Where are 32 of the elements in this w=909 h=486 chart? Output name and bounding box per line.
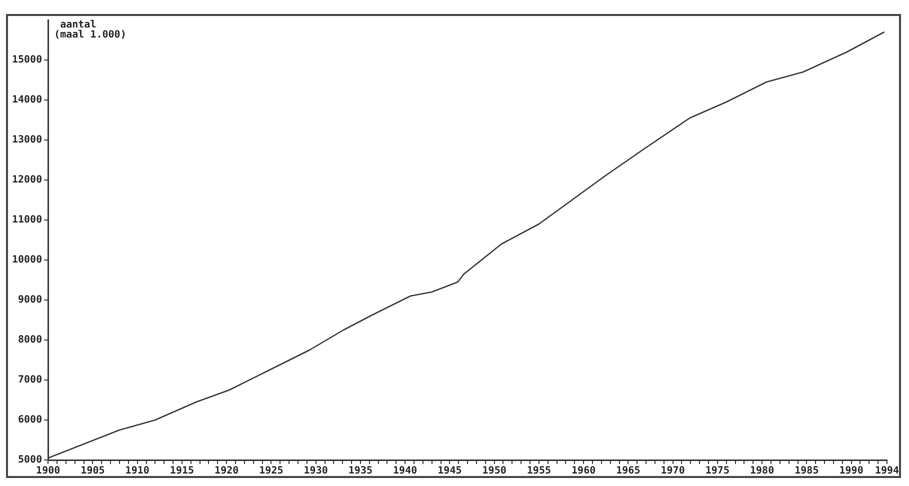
y-tick-label: 10000 <box>12 254 42 266</box>
x-tick-label: 1905 <box>80 466 105 477</box>
x-tick-label: 1940 <box>393 466 418 477</box>
x-tick-label: 1935 <box>348 466 373 477</box>
x-tick-label: 1930 <box>304 466 328 477</box>
y-tick-label: 11000 <box>12 214 42 226</box>
x-tick-label: 1970 <box>660 466 685 477</box>
x-tick-label: 1990 <box>839 466 864 477</box>
y-tick-label: 13000 <box>12 134 42 146</box>
x-tick-label: 1985 <box>794 466 819 477</box>
y-tick-label: 12000 <box>12 174 42 186</box>
y-tick-label: 9000 <box>18 294 42 306</box>
x-tick-label: 1945 <box>438 466 462 477</box>
x-tick-label: 1910 <box>125 466 150 477</box>
x-tick-label: 1975 <box>705 466 730 477</box>
x-tick-label: 1960 <box>572 466 596 477</box>
x-tick-label: 1900 <box>36 466 60 477</box>
y-tick-label: 14000 <box>12 94 42 106</box>
x-tick-label: 1920 <box>214 466 239 477</box>
y-tick-label: 5000 <box>18 454 42 466</box>
x-tick-label: 1925 <box>259 466 284 477</box>
x-tick-label: 1955 <box>526 466 551 477</box>
x-tick-label: 1980 <box>750 466 774 477</box>
y-tick-label: 8000 <box>18 334 42 346</box>
x-tick-label: 1915 <box>170 466 194 477</box>
y-tick-label: 6000 <box>18 414 42 426</box>
x-tick-label: 1965 <box>616 466 640 477</box>
x-tick-label: 1994 <box>874 466 900 477</box>
y-tick-label: 15000 <box>12 54 42 66</box>
x-tick-label: 1950 <box>482 466 506 477</box>
y-axis-title: aantal (maal 1.000) <box>54 20 126 41</box>
y-tick-label: 7000 <box>18 374 42 386</box>
